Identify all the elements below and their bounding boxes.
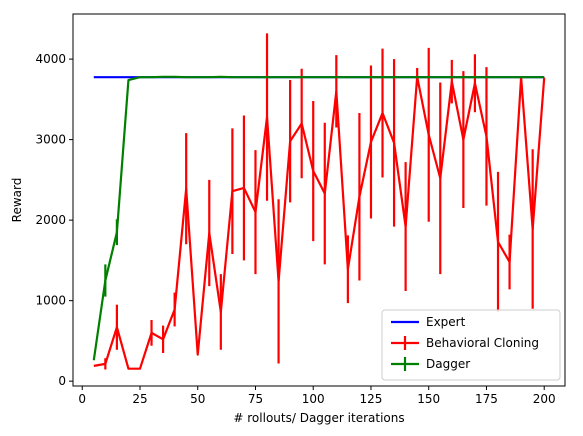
legend-item: Behavioral Cloning bbox=[391, 336, 539, 350]
x-tick-label: 175 bbox=[475, 392, 498, 406]
legend-item: Dagger bbox=[391, 357, 470, 371]
legend-label: Behavioral Cloning bbox=[426, 336, 539, 350]
y-axis-title: Reward bbox=[10, 178, 24, 223]
x-axis: 0 25 50 75 100 125 150 175 200 bbox=[78, 386, 556, 406]
x-tick-label: 50 bbox=[190, 392, 205, 406]
axes-frame bbox=[72, 13, 566, 387]
legend-label: Expert bbox=[426, 315, 466, 329]
y-tick-label: 4000 bbox=[35, 52, 66, 66]
x-tick-label: 25 bbox=[132, 392, 147, 406]
x-tick-label: 0 bbox=[78, 392, 86, 406]
legend-label: Dagger bbox=[426, 357, 470, 371]
x-tick-label: 100 bbox=[302, 392, 325, 406]
y-tick-label: 2000 bbox=[35, 213, 66, 227]
x-tick-label: 75 bbox=[248, 392, 263, 406]
x-tick-label: 200 bbox=[533, 392, 556, 406]
x-axis-title: # rollouts/ Dagger iterations bbox=[233, 411, 404, 425]
legend-box bbox=[381, 309, 561, 381]
legend: Expert Behavioral Cloning Dagger bbox=[381, 309, 561, 381]
plot-area bbox=[92, 33, 546, 370]
y-axis: 0 1000 2000 3000 4000 bbox=[35, 52, 73, 388]
series-line bbox=[93, 75, 546, 370]
x-tick-label: 150 bbox=[417, 392, 440, 406]
series-line bbox=[92, 75, 545, 361]
series-dagger bbox=[92, 75, 545, 361]
y-tick-label: 1000 bbox=[35, 294, 66, 308]
legend-item: Expert bbox=[391, 315, 466, 329]
y-tick-label: 3000 bbox=[35, 133, 66, 147]
y-tick-label: 0 bbox=[58, 374, 66, 388]
series-behavioral-cloning bbox=[93, 33, 546, 370]
x-tick-label: 125 bbox=[360, 392, 383, 406]
